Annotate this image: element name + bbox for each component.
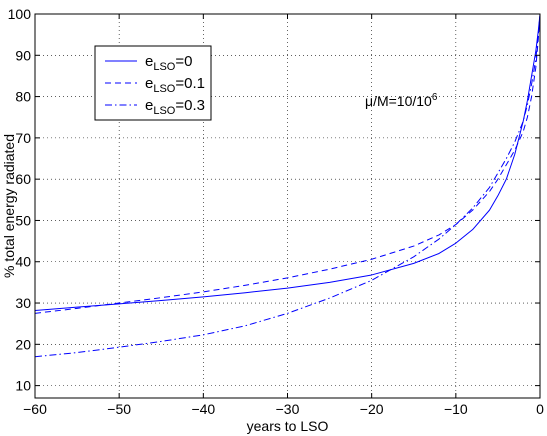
x-tick-label: 0 <box>536 401 544 417</box>
y-tick-label: 20 <box>15 336 31 352</box>
y-axis-label: % total energy radiated <box>1 134 17 278</box>
x-tick-label: −60 <box>23 401 47 417</box>
axis-ticks: −60 −50 −40 −30 −20 −10 0 10 20 30 40 50 60 70 80 90 100 <box>8 6 544 417</box>
legend-label: eLSO=0.1 <box>145 75 205 95</box>
legend-label: eLSO=0 <box>145 53 192 73</box>
x-tick-label: −40 <box>191 401 215 417</box>
series-line-0 <box>34 13 541 311</box>
y-tick-label: 70 <box>15 130 31 146</box>
y-tick-label: 90 <box>15 47 31 63</box>
y-tick-label: 30 <box>15 295 31 311</box>
series-line-0-1 <box>34 13 541 314</box>
mass-ratio-annotation: μ/M=10/106 <box>365 92 438 109</box>
x-tick-label: −10 <box>444 401 468 417</box>
series-line-0-3 <box>34 13 541 358</box>
x-tick-label: −50 <box>107 401 131 417</box>
y-tick-label: 40 <box>15 254 31 270</box>
series-layer <box>34 13 541 358</box>
y-tick-label: 100 <box>8 6 32 22</box>
y-tick-label: 60 <box>15 171 31 187</box>
x-tick-label: −20 <box>360 401 384 417</box>
legend-box <box>94 45 212 121</box>
y-tick-label: 50 <box>15 212 31 228</box>
y-tick-label: 10 <box>15 378 31 394</box>
x-axis-label: years to LSO <box>247 418 329 434</box>
y-tick-label: 80 <box>15 89 31 105</box>
x-tick-label: −30 <box>276 401 300 417</box>
legend-label: eLSO=0.3 <box>145 97 205 117</box>
